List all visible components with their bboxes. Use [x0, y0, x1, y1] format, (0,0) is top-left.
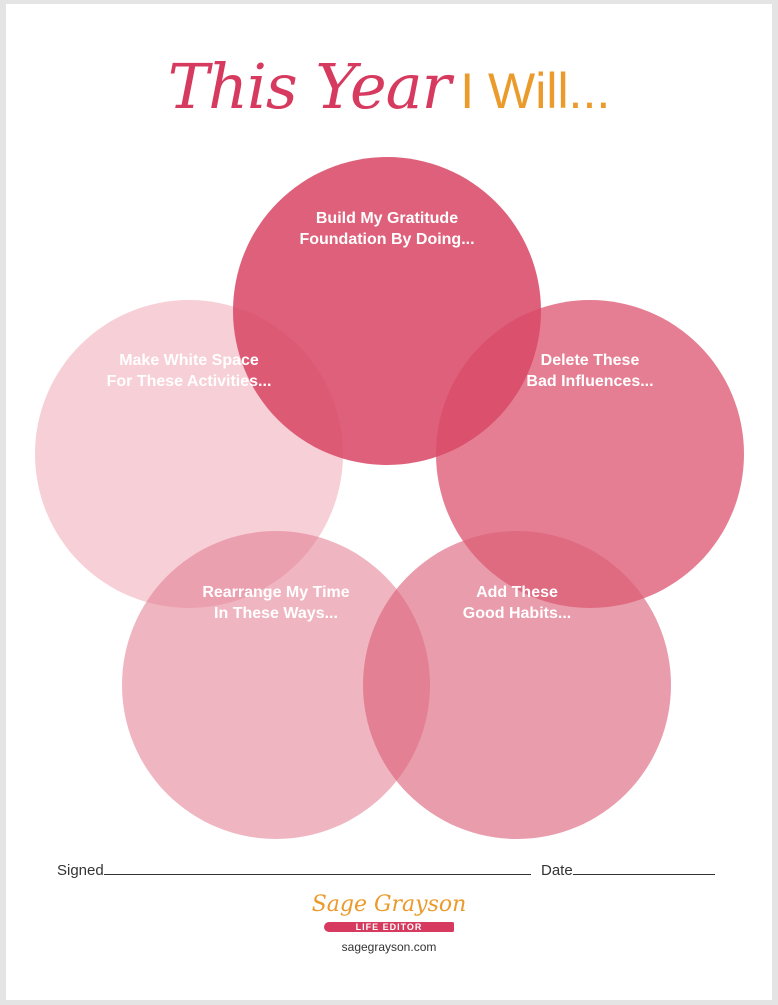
pen-icon: LIFE EDITOR: [324, 919, 454, 934]
worksheet-page: This Year I Will... Build My Gratitude Fo…: [6, 4, 772, 1000]
title-script: This Year: [167, 50, 451, 123]
date-label: Date: [541, 862, 573, 879]
label-gratitude: Build My Gratitude Foundation By Doing..…: [267, 208, 507, 250]
label-delete-line2: Bad Influences...: [526, 373, 654, 390]
label-delete: Delete These Bad Influences...: [470, 350, 710, 392]
label-white-space-line1: Make White Space: [119, 352, 259, 369]
circle-habits: [363, 531, 671, 839]
signed-label: Signed: [57, 862, 104, 879]
label-delete-line1: Delete These: [540, 352, 640, 369]
brand-name: Sage Grayson: [311, 892, 467, 917]
page-title: This Year I Will...: [6, 50, 772, 123]
label-rearrange-line1: Rearrange My Time: [202, 584, 350, 601]
label-white-space: Make White Space For These Activities...: [69, 350, 309, 392]
signature-line[interactable]: [103, 862, 531, 875]
brand-logo: Sage Grayson LIFE EDITOR sagegrayson.com: [6, 892, 772, 954]
brand-url: sagegrayson.com: [341, 940, 437, 954]
brand-tag: LIFE EDITOR: [355, 922, 423, 932]
title-plain: I Will...: [460, 63, 611, 119]
date-line[interactable]: [572, 862, 715, 875]
label-habits: Add These Good Habits...: [397, 582, 637, 624]
label-gratitude-line1: Build My Gratitude: [315, 210, 459, 227]
label-white-space-line2: For These Activities...: [106, 373, 272, 390]
label-habits-line2: Good Habits...: [462, 605, 572, 622]
label-rearrange-line2: In These Ways...: [214, 605, 338, 622]
label-gratitude-line2: Foundation By Doing...: [299, 231, 475, 248]
label-rearrange: Rearrange My Time In These Ways...: [156, 582, 396, 624]
circle-gratitude: [233, 157, 541, 465]
label-habits-line1: Add These: [476, 584, 558, 601]
